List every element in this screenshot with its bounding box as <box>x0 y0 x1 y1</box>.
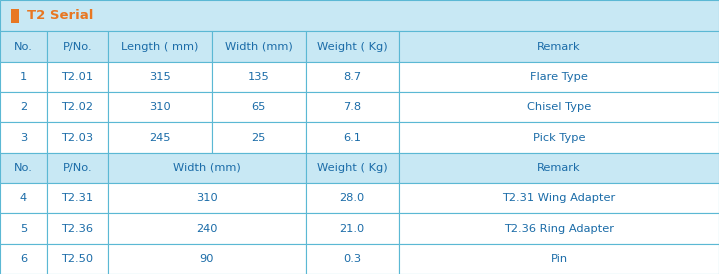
Text: T2 Serial: T2 Serial <box>27 9 93 22</box>
Bar <box>47 92 108 122</box>
Text: P/No.: P/No. <box>63 42 92 52</box>
Bar <box>108 153 306 183</box>
Bar <box>306 183 399 213</box>
Text: 0.3: 0.3 <box>343 254 362 264</box>
Text: 90: 90 <box>199 254 214 264</box>
Bar <box>399 62 719 92</box>
Text: T2.01: T2.01 <box>61 72 93 82</box>
Bar <box>399 122 719 153</box>
Text: No.: No. <box>14 163 33 173</box>
Bar <box>306 62 399 92</box>
Text: Width (mm): Width (mm) <box>173 163 241 173</box>
Bar <box>47 122 108 153</box>
Bar <box>108 213 306 244</box>
Bar <box>399 153 719 183</box>
Text: 6.1: 6.1 <box>343 133 362 142</box>
Bar <box>47 153 108 183</box>
Text: 245: 245 <box>150 133 170 142</box>
Text: 8.7: 8.7 <box>343 72 362 82</box>
Text: Weight ( Kg): Weight ( Kg) <box>317 163 388 173</box>
Text: No.: No. <box>14 42 33 52</box>
Bar <box>306 92 399 122</box>
Text: T2.36 Ring Adapter: T2.36 Ring Adapter <box>504 224 614 233</box>
Text: 240: 240 <box>196 224 217 233</box>
Text: Weight ( Kg): Weight ( Kg) <box>317 42 388 52</box>
Text: T2.31 Wing Adapter: T2.31 Wing Adapter <box>503 193 615 203</box>
Bar <box>108 62 212 92</box>
Text: T2.36: T2.36 <box>61 224 93 233</box>
Text: 25: 25 <box>252 133 266 142</box>
Bar <box>47 244 108 274</box>
Bar <box>108 244 306 274</box>
Bar <box>399 92 719 122</box>
Bar <box>47 183 108 213</box>
Bar <box>399 213 719 244</box>
Bar <box>0 92 47 122</box>
Bar <box>0 244 47 274</box>
Text: 1: 1 <box>19 72 27 82</box>
Bar <box>108 122 212 153</box>
Text: 310: 310 <box>149 102 171 112</box>
Bar <box>212 92 306 122</box>
Bar <box>306 153 399 183</box>
Bar <box>0 183 47 213</box>
Bar <box>0 32 47 62</box>
Bar <box>108 92 212 122</box>
Text: Pin: Pin <box>551 254 567 264</box>
Text: 3: 3 <box>19 133 27 142</box>
Bar <box>306 32 399 62</box>
Text: T2.50: T2.50 <box>61 254 93 264</box>
Bar <box>47 213 108 244</box>
Text: 5: 5 <box>19 224 27 233</box>
Bar <box>399 183 719 213</box>
Bar <box>399 244 719 274</box>
Bar <box>0 0 719 32</box>
Text: P/No.: P/No. <box>63 163 92 173</box>
Text: 310: 310 <box>196 193 218 203</box>
Text: Remark: Remark <box>537 42 581 52</box>
Bar <box>212 32 306 62</box>
Text: 21.0: 21.0 <box>339 224 365 233</box>
Text: Pick Type: Pick Type <box>533 133 585 142</box>
Bar <box>0 62 47 92</box>
Text: Width (mm): Width (mm) <box>225 42 293 52</box>
Text: Length ( mm): Length ( mm) <box>122 42 198 52</box>
Text: T2.03: T2.03 <box>61 133 93 142</box>
Bar <box>399 32 719 62</box>
Text: 4: 4 <box>20 193 27 203</box>
Text: T2.02: T2.02 <box>61 102 93 112</box>
Text: 65: 65 <box>252 102 266 112</box>
Text: 28.0: 28.0 <box>339 193 365 203</box>
Bar <box>47 62 108 92</box>
Text: T2.31: T2.31 <box>61 193 93 203</box>
Bar <box>108 183 306 213</box>
Text: Remark: Remark <box>537 163 581 173</box>
Bar <box>0 122 47 153</box>
Bar <box>47 32 108 62</box>
Bar <box>306 122 399 153</box>
Bar <box>306 244 399 274</box>
Bar <box>212 62 306 92</box>
Text: 2: 2 <box>20 102 27 112</box>
Text: 315: 315 <box>149 72 171 82</box>
Text: Chisel Type: Chisel Type <box>527 102 591 112</box>
Text: 6: 6 <box>20 254 27 264</box>
Bar <box>0 153 47 183</box>
Text: 135: 135 <box>248 72 270 82</box>
Bar <box>306 213 399 244</box>
Bar <box>11 9 19 23</box>
Bar <box>0 213 47 244</box>
Text: 7.8: 7.8 <box>343 102 362 112</box>
Bar <box>212 122 306 153</box>
Text: Flare Type: Flare Type <box>530 72 588 82</box>
Bar <box>108 32 212 62</box>
